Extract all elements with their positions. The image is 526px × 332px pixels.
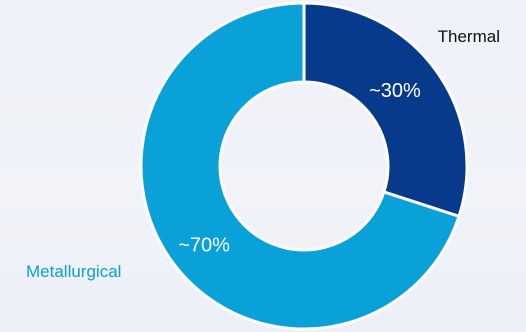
category-label-metallurgical: Metallurgical [26, 262, 121, 281]
category-label-thermal: Thermal [438, 27, 500, 46]
slice-metallurgical [139, 1, 461, 331]
data-label-metallurgical: ~70% [178, 234, 230, 256]
slice-thermal [302, 1, 469, 219]
data-label-thermal: ~30% [369, 80, 421, 102]
